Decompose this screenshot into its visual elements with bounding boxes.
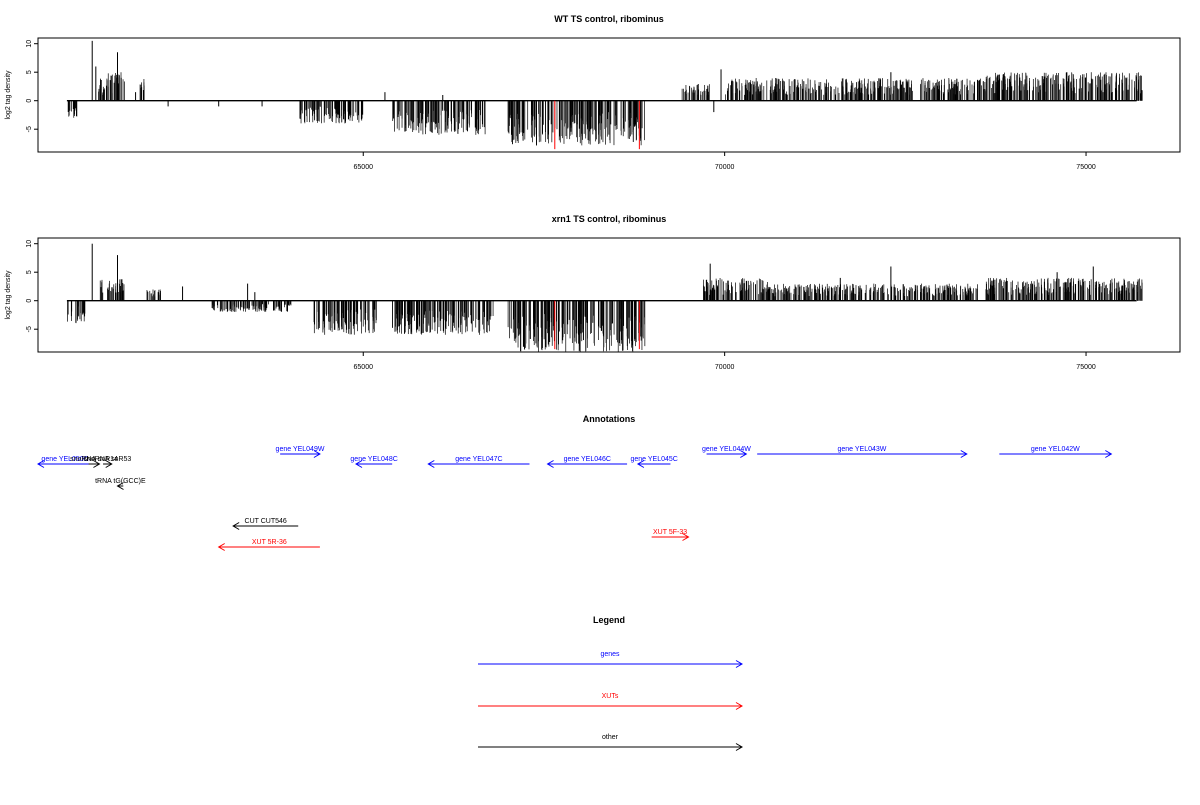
arrow-head-icon (682, 533, 690, 541)
data-bars (67, 243, 1143, 352)
feature-arrow: snoRNA snR14 (70, 456, 118, 468)
red-markers (554, 300, 640, 350)
feature-arrow: snoRNA snR53 (83, 456, 131, 468)
legend: Legend genes XUTs other (478, 615, 743, 751)
arrow-head-icon (93, 460, 101, 468)
feature-label: tRNA tG(GCC)E (95, 478, 146, 485)
feature-arrow: gene YEL050C (37, 456, 93, 468)
arrow-head-icon (546, 460, 554, 468)
y-tick-label: 10 (26, 240, 33, 248)
feature-label: gene YEL049W (276, 446, 325, 453)
y-tick-label: -5 (26, 126, 33, 132)
feature-arrow: gene YEL047C (427, 456, 530, 468)
feature-label: gene YEL045C (630, 456, 677, 463)
annotations-title: Annotations (583, 414, 636, 424)
x-tick-label: 70000 (715, 364, 735, 371)
feature-label: XUT 5R-36 (252, 539, 287, 546)
feature-arrow: CUT CUT546 (232, 518, 299, 530)
y-axis: -5 0 5 10 (26, 40, 38, 132)
feature-label: gene YEL046C (564, 456, 611, 463)
feature-label: gene YEL050C (41, 456, 88, 463)
panel-title: xrn1 TS control, ribominus (552, 214, 667, 224)
legend-label: other (602, 734, 619, 741)
panel-wt-ts-control: WT TS control, ribominus log2 tag densit… (5, 14, 1181, 171)
x-axis: 65000 70000 75000 (354, 352, 1096, 371)
legend-item: genes (478, 651, 743, 668)
y-tick-label: 5 (26, 70, 33, 74)
feature-arrow: gene YEL045C (630, 456, 678, 468)
legend-label: XUTs (602, 693, 619, 700)
feature-arrow: XUT 5F-33 (651, 529, 690, 541)
feature-label: gene YEL047C (455, 456, 502, 463)
legend-title: Legend (593, 615, 625, 625)
y-axis-label: log2 tag density (5, 270, 12, 320)
panel-xrn1-ts-control: xrn1 TS control, ribominus log2 tag dens… (5, 214, 1181, 371)
panel-title: WT TS control, ribominus (554, 14, 664, 24)
arrow-head-icon (355, 460, 363, 468)
legend-item: XUTs (478, 693, 743, 710)
y-axis: -5 0 5 10 (26, 240, 38, 332)
arrow-head-icon (636, 460, 645, 468)
y-axis-label: log2 tag density (5, 70, 12, 120)
x-tick-label: 70000 (715, 164, 735, 171)
x-tick-label: 65000 (354, 364, 374, 371)
arrow-head-icon (427, 460, 435, 468)
x-tick-label: 65000 (354, 164, 374, 171)
x-axis: 65000 70000 75000 (354, 152, 1096, 171)
feature-label: XUT 5F-33 (653, 529, 687, 536)
feature-label: CUT CUT546 (245, 518, 287, 525)
legend-item: other (478, 734, 743, 751)
arrow-head-icon (37, 460, 45, 468)
feature-arrow: gene YEL049W (276, 446, 325, 458)
feature-label: gene YEL048C (350, 456, 397, 463)
arrow-head-icon (116, 482, 124, 490)
arrow-head-icon (217, 543, 225, 551)
red-markers (554, 100, 640, 150)
legend-items: genes XUTs other (478, 651, 743, 751)
feature-arrow: gene YEL048C (350, 456, 398, 468)
data-bars (67, 40, 1143, 146)
arrow-head-icon (232, 522, 240, 530)
y-tick-label: 0 (26, 99, 33, 103)
x-tick-label: 75000 (1076, 164, 1096, 171)
arrow-head-icon (1105, 450, 1113, 458)
feature-label: gene YEL044W (702, 446, 751, 453)
y-tick-label: 0 (26, 299, 33, 303)
feature-label: gene YEL042W (1031, 446, 1080, 453)
y-tick-label: 5 (26, 270, 33, 274)
feature-label: snoRNA snR53 (83, 456, 131, 463)
feature-arrow: gene YEL044W (702, 446, 751, 458)
feature-arrow: gene YEL046C (546, 456, 628, 468)
arrow-head-icon (735, 743, 743, 751)
feature-arrow: gene YEL042W (999, 446, 1113, 458)
arrow-head-icon (105, 460, 113, 468)
feature-arrow: gene YEL043W (757, 446, 968, 458)
feature-label: gene YEL043W (838, 446, 887, 453)
arrow-head-icon (735, 660, 743, 668)
feature-arrow: tRNA tG(GCC)E (95, 478, 146, 490)
x-tick-label: 75000 (1076, 364, 1096, 371)
legend-label: genes (600, 651, 620, 658)
feature-label: snoRNA snR14 (70, 456, 118, 463)
arrow-head-icon (735, 702, 743, 710)
feature-arrow: XUT 5R-36 (217, 539, 320, 551)
y-tick-label: 10 (26, 40, 33, 48)
y-tick-label: -5 (26, 326, 33, 332)
arrow-head-icon (740, 450, 748, 458)
plot-frame (37, 237, 1181, 353)
arrow-head-icon (313, 450, 321, 458)
plot-frame (37, 37, 1181, 153)
arrow-head-icon (960, 450, 968, 458)
